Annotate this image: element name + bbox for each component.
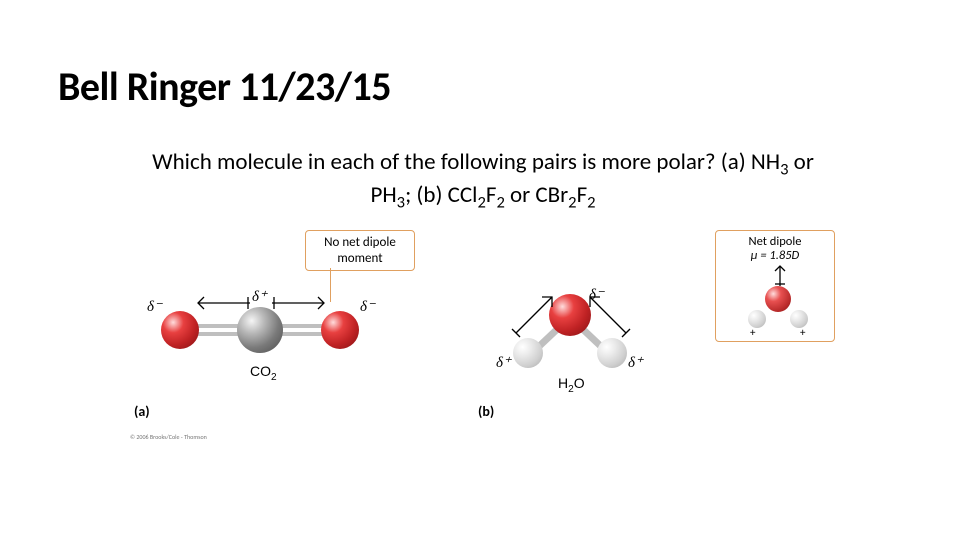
inset-molecule: + +: [720, 266, 830, 336]
q-sub6: 2: [587, 193, 595, 213]
delta-plus-co2: δ⁺: [252, 287, 267, 306]
dipole-arrow-h2o-right: [574, 287, 634, 347]
co2-sub: 2: [271, 372, 277, 383]
question-text: Which molecule in each of the following …: [68, 148, 898, 214]
atom-o-left: [161, 311, 199, 349]
callout-no-dipole: No net dipole moment: [305, 230, 415, 271]
q-sub5: 2: [568, 193, 576, 213]
delta-minus-co2-r: δ⁻: [360, 297, 375, 316]
delta-minus-co2-l: δ⁻: [147, 297, 162, 316]
h2o-h: H: [558, 375, 568, 391]
q-line1-pre: Which molecule in each of the following …: [152, 148, 780, 176]
h2o-o: O: [574, 375, 585, 391]
atom-o-right: [321, 311, 359, 349]
copyright-text: © 2006 Brooks/Cole - Thomson: [130, 433, 207, 441]
net-dipole-l1: Net dipole: [720, 235, 830, 249]
callout-net-dipole: Net dipole μ = 1.85D + +: [715, 230, 835, 342]
co2-text: CO: [250, 363, 271, 379]
q-line2-mid4: F: [577, 181, 588, 209]
atom-c-center: [237, 307, 283, 353]
delta-plus-h2o-r: δ⁺: [628, 353, 643, 372]
formula-co2: CO2: [250, 363, 277, 383]
dipole-arrow-co2-left: [190, 295, 260, 311]
inset-atom-o: [765, 286, 791, 312]
q-sub3: 2: [477, 193, 485, 213]
panel-label-b: (b): [478, 403, 494, 420]
q-sub2: 3: [397, 193, 405, 213]
q-line2-mid: ; (b) CCl: [405, 181, 477, 209]
formula-h2o: H2O: [558, 375, 585, 395]
q-sub4: 2: [496, 193, 504, 213]
q-line2-mid3: or CBr: [505, 181, 568, 209]
dipole-arrow-co2-right: [262, 295, 332, 311]
q-line2-mid2: F: [486, 181, 497, 209]
delta-minus-h2o: δ⁻: [589, 285, 604, 304]
delta-plus-h2o-l: δ⁺: [496, 353, 511, 372]
panel-label-a: (a): [134, 403, 150, 420]
inset-plus-l: +: [750, 326, 755, 339]
inset-plus-r: +: [800, 326, 805, 339]
dipole-arrow-h2o-left: [508, 287, 568, 347]
q-line1-post: or: [788, 148, 813, 176]
page-title: Bell Ringer 11/23/15: [58, 62, 391, 111]
diagram-region: No net dipole moment δ⁻ δ⁺ δ⁻ CO2 (a): [130, 235, 890, 465]
q-line2-pre: PH: [370, 181, 396, 209]
